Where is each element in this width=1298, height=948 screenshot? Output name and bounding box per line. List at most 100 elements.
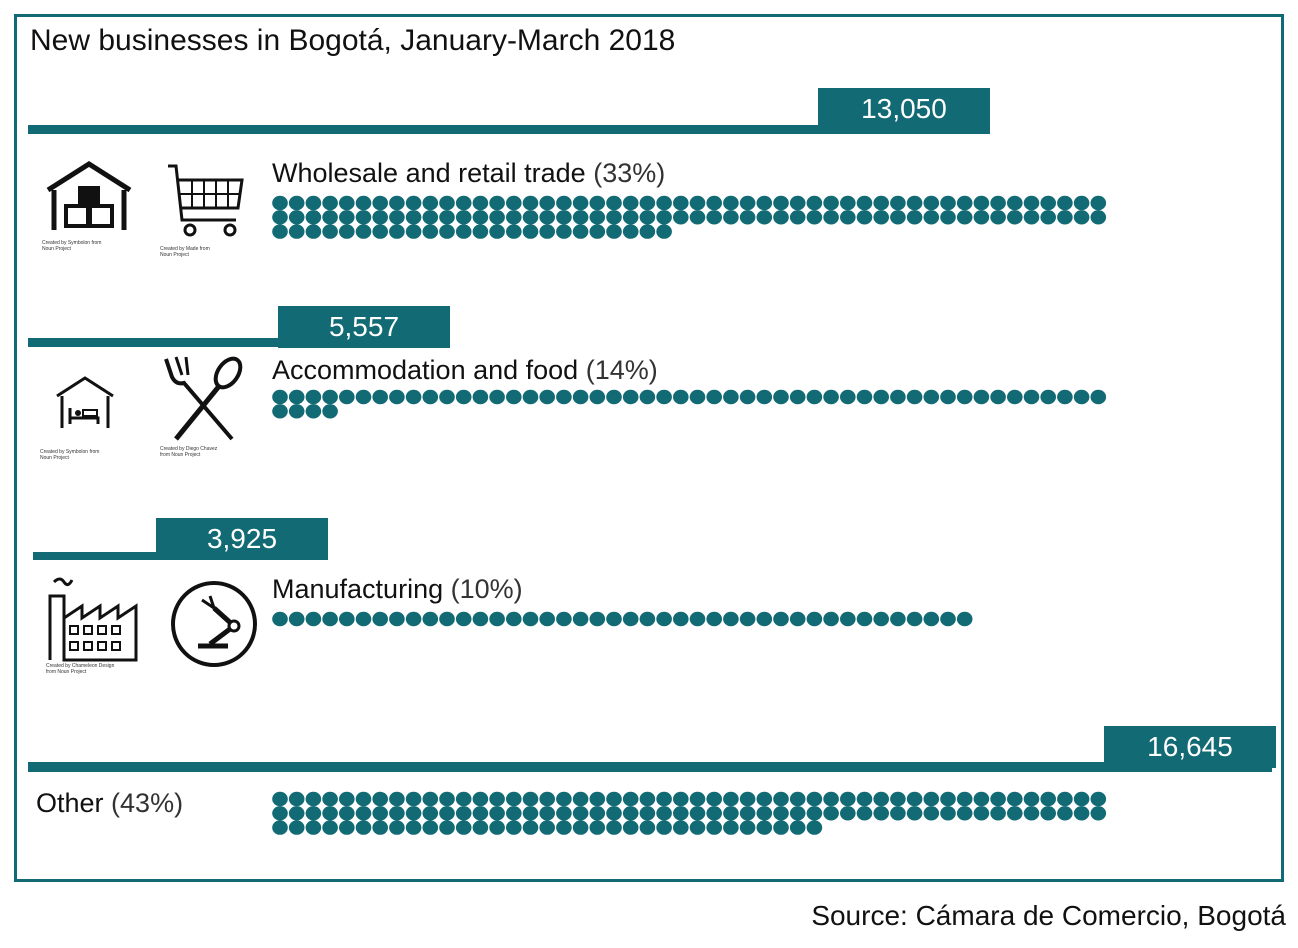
dot-wholesale	[589, 224, 606, 239]
dot-wholesale	[739, 195, 756, 211]
dot-wholesale	[639, 224, 656, 239]
dot-wholesale	[622, 224, 639, 239]
dot-other	[556, 791, 572, 807]
dot-wholesale	[923, 210, 940, 225]
value-badge-manufacturing: 3,925	[156, 518, 328, 560]
dot-wholesale	[906, 210, 923, 225]
dot-wholesale	[472, 210, 489, 225]
dot-other	[272, 806, 288, 821]
category-label-manufacturing: Manufacturing (10%)	[272, 574, 523, 605]
dot-manufacturing	[923, 611, 940, 627]
dot-wholesale	[723, 195, 739, 211]
dot-accommodation	[1090, 389, 1107, 405]
dot-manufacturing	[322, 611, 338, 627]
dot-wholesale	[372, 224, 388, 239]
category-name: Other	[36, 788, 104, 818]
dot-wholesale	[806, 210, 823, 225]
dot-wholesale	[389, 210, 405, 225]
dot-accommodation	[639, 389, 656, 405]
dot-other	[956, 806, 973, 821]
dot-other	[372, 820, 388, 835]
dot-wholesale	[606, 195, 622, 211]
factory-icon	[46, 572, 140, 664]
dot-other	[789, 806, 806, 821]
dot-wholesale	[906, 195, 923, 211]
dot-other	[1090, 806, 1107, 821]
dot-other	[940, 791, 956, 807]
shopping-cart-icon	[166, 162, 246, 240]
dot-wholesale	[840, 210, 856, 225]
dot-manufacturing	[288, 611, 305, 627]
dot-accommodation	[522, 389, 539, 405]
dot-wholesale	[522, 210, 539, 225]
dot-other	[706, 806, 722, 821]
dot-accommodation	[856, 389, 873, 405]
dot-other	[1007, 806, 1023, 821]
dot-other	[806, 806, 823, 821]
category-percent: (14%)	[585, 355, 658, 385]
dot-other	[823, 806, 839, 821]
dot-accommodation	[389, 389, 405, 405]
dot-accommodation	[455, 389, 472, 405]
dot-wholesale	[806, 195, 823, 211]
dot-other	[773, 820, 789, 835]
dot-wholesale	[422, 224, 439, 239]
dot-other	[339, 820, 355, 835]
dot-other	[639, 806, 656, 821]
dot-manufacturing	[455, 611, 472, 627]
dot-wholesale	[789, 210, 806, 225]
dot-other	[906, 791, 923, 807]
dot-manufacturing	[272, 611, 288, 627]
dot-wholesale	[923, 195, 940, 211]
dot-other	[622, 820, 639, 835]
dot-wholesale	[556, 195, 572, 211]
dot-wholesale	[873, 195, 889, 211]
dot-manufacturing	[656, 611, 672, 627]
dot-wholesale	[1090, 210, 1107, 225]
dot-wholesale	[389, 224, 405, 239]
dot-other	[856, 806, 873, 821]
dot-wholesale	[840, 195, 856, 211]
dot-manufacturing	[856, 611, 873, 627]
dot-wholesale	[622, 210, 639, 225]
dot-other	[1023, 791, 1040, 807]
dot-wholesale	[789, 195, 806, 211]
dot-other	[606, 791, 622, 807]
dot-other	[539, 806, 555, 821]
dot-other	[405, 806, 422, 821]
dot-wholesale	[522, 195, 539, 211]
dot-manufacturing	[873, 611, 889, 627]
dot-accommodation	[789, 389, 806, 405]
dot-accommodation	[806, 389, 823, 405]
icon-credit: Created by Chameleon Design from Noun Pr…	[46, 663, 115, 675]
dot-other	[272, 791, 288, 807]
dot-other	[673, 820, 689, 835]
dot-manufacturing	[723, 611, 739, 627]
dot-wholesale	[322, 195, 338, 211]
dot-other	[572, 806, 589, 821]
dot-other	[1007, 791, 1023, 807]
dot-wholesale	[355, 195, 372, 211]
dot-wholesale	[673, 210, 689, 225]
dot-other	[739, 791, 756, 807]
dot-wholesale	[339, 224, 355, 239]
dot-manufacturing	[756, 611, 773, 627]
dot-wholesale	[422, 195, 439, 211]
dot-manufacturing	[556, 611, 572, 627]
dot-other	[572, 791, 589, 807]
dot-wholesale	[339, 195, 355, 211]
dot-other	[539, 791, 555, 807]
category-label-wholesale: Wholesale and retail trade (33%)	[272, 158, 665, 189]
dot-wholesale	[572, 224, 589, 239]
dot-manufacturing	[706, 611, 722, 627]
dot-manufacturing	[789, 611, 806, 627]
dot-accommodation	[673, 389, 689, 405]
dot-wholesale	[556, 224, 572, 239]
dot-wholesale	[1023, 195, 1040, 211]
dot-other	[288, 806, 305, 821]
dot-accommodation	[739, 389, 756, 405]
icon-credit: Created by Symbolon from Noun Project	[42, 240, 102, 252]
dot-other	[923, 806, 940, 821]
dot-wholesale	[1007, 210, 1023, 225]
bar-wholesale	[28, 125, 990, 134]
